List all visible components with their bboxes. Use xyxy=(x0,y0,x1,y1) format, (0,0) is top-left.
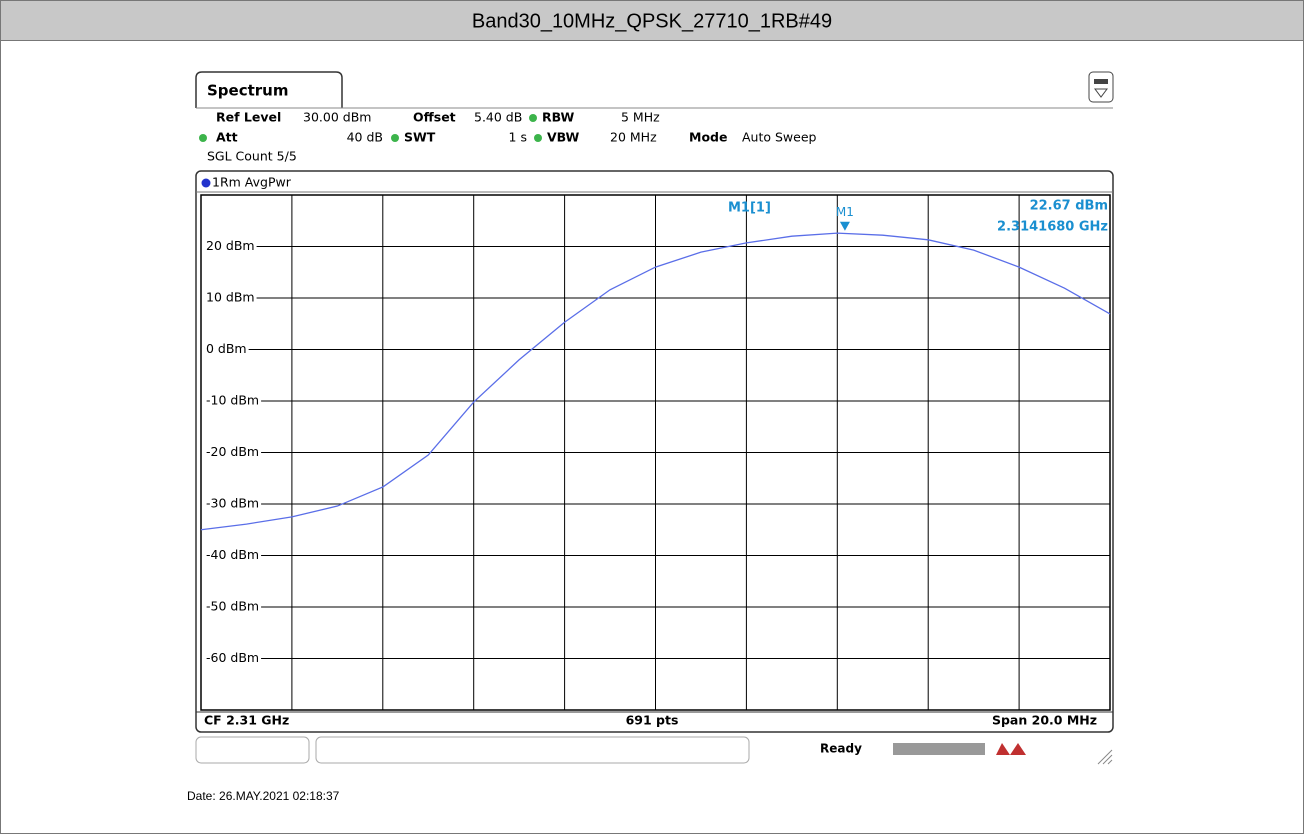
y-tick-label: -50 dBm xyxy=(206,599,259,614)
y-tick-label: -20 dBm xyxy=(206,444,259,459)
center-frequency: CF 2.31 GHz xyxy=(204,713,289,728)
trace-dot xyxy=(201,178,211,188)
swt: 1 s xyxy=(509,130,527,145)
sweep-count: SGL Count 5/5 xyxy=(207,149,297,164)
logo xyxy=(996,743,1026,755)
tab[interactable] xyxy=(195,71,343,108)
marker xyxy=(839,221,850,231)
progress-bar xyxy=(893,743,985,755)
points: 691 pts xyxy=(626,713,679,728)
trace xyxy=(200,232,1111,531)
plot: 20 dBm 10 dBm 0 dBm -10 dBm -20 dBm -30 dBm -4… xyxy=(200,195,1111,710)
y-tick-label: 20 dBm xyxy=(206,238,255,253)
status-box xyxy=(315,736,750,764)
marker-table-label: M1[1] xyxy=(728,201,771,216)
swt-label: SWT xyxy=(404,130,436,145)
plot-frame xyxy=(195,170,1114,733)
status: Ready xyxy=(820,742,862,756)
y-tick-label: -10 dBm xyxy=(206,393,259,408)
att-label: Att xyxy=(216,130,238,145)
menu-icon-arrow xyxy=(1094,88,1108,98)
trace-label: 1Rm AvgPwr xyxy=(212,175,292,190)
rbw: 5 MHz xyxy=(621,110,660,125)
vbw-label: VBW xyxy=(547,130,580,145)
y-tick-label: 0 dBm xyxy=(206,341,247,356)
status-dot xyxy=(391,134,399,142)
mode-label: Mode xyxy=(689,130,727,145)
tab-label[interactable]: Spectrum xyxy=(207,82,288,100)
menu-icon-bar xyxy=(1094,79,1108,84)
date: Date: 26.MAY.2021 02:18:37 xyxy=(187,789,340,803)
att: 40 dB xyxy=(347,130,383,145)
offset-label: Offset xyxy=(413,110,456,125)
status-dot xyxy=(534,134,542,142)
header-bar xyxy=(0,0,1304,41)
y-tick-label: -30 dBm xyxy=(206,496,259,511)
span: Span 20.0 MHz xyxy=(992,713,1097,728)
offset: 5.40 dB xyxy=(474,110,522,125)
marker-name: M1 xyxy=(836,205,854,219)
marker-value: 22.67 dBm xyxy=(1030,199,1108,214)
ref-level: 30.00 dBm xyxy=(303,110,371,125)
status-box xyxy=(195,736,310,764)
rbw-label: RBW xyxy=(542,110,574,125)
marker-frequency: 2.3141680 GHz xyxy=(997,220,1108,235)
status-dot xyxy=(199,134,207,142)
mode: Auto Sweep xyxy=(742,130,817,145)
vbw: 20 MHz xyxy=(610,130,657,145)
y-tick-label: -60 dBm xyxy=(206,650,259,665)
y-tick-label: 10 dBm xyxy=(206,290,255,305)
header-title: Band30_10MHz_QPSK_27710_1RB#49 xyxy=(472,10,832,32)
resize-grip xyxy=(1097,749,1113,765)
ref-level-label: Ref Level xyxy=(216,110,281,125)
y-tick-label: -40 dBm xyxy=(206,547,259,562)
status-dot xyxy=(529,114,537,122)
